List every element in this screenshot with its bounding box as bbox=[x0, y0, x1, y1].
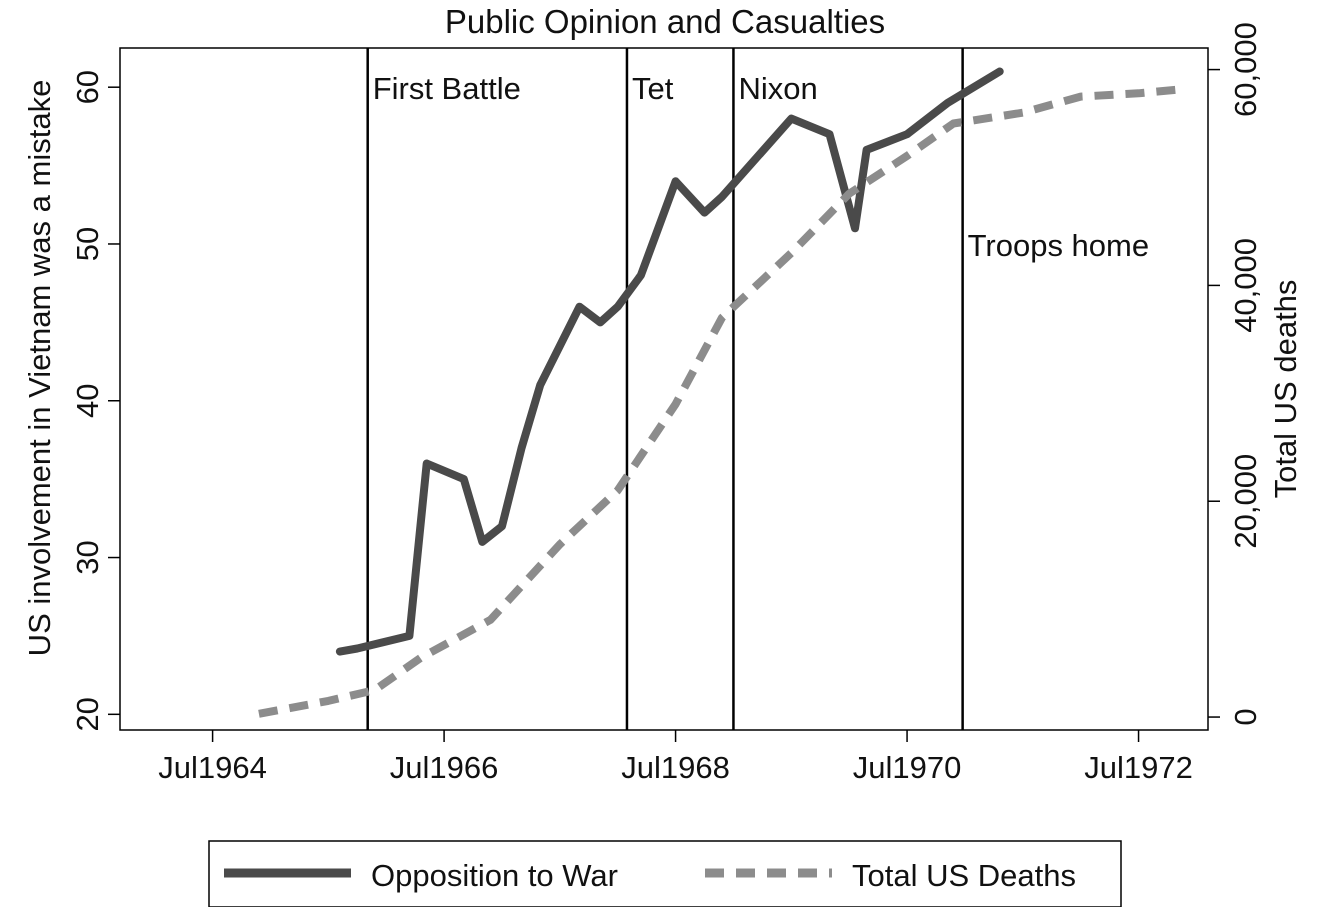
event-lines: First Battle Tet Nixon Troops home bbox=[366, 48, 1150, 730]
y-left-tick-label: 60 bbox=[70, 70, 105, 104]
x-tick-label: Jul1970 bbox=[853, 750, 962, 785]
y-left-tick-label: 40 bbox=[70, 384, 105, 418]
y-axis-left-label: US involvement in Vietnam was a mistake bbox=[22, 80, 57, 657]
event-label: First Battle bbox=[373, 71, 521, 106]
legend-box bbox=[208, 840, 1122, 907]
y-right-tick-label: 60,000 bbox=[1228, 22, 1263, 117]
x-tick-label: Jul1966 bbox=[390, 750, 499, 785]
y-axis-right-label: Total US deaths bbox=[1268, 280, 1303, 499]
chart-title: Public Opinion and Casualties bbox=[445, 3, 885, 40]
y-left-tick-label: 30 bbox=[70, 540, 105, 574]
legend: Opposition to War Total US Deaths bbox=[208, 840, 1122, 907]
event-label: Tet bbox=[632, 71, 674, 106]
legend-label-deaths: Total US Deaths bbox=[852, 858, 1076, 893]
y-right-tick-label: 40,000 bbox=[1228, 238, 1263, 333]
y-right-tick-label: 0 bbox=[1228, 708, 1263, 725]
y-axis-left: 20 30 40 50 60 bbox=[70, 70, 120, 732]
y-right-tick-label: 20,000 bbox=[1228, 454, 1263, 549]
x-tick-label: Jul1964 bbox=[158, 750, 267, 785]
y-axis-right: 0 20,000 40,000 60,000 bbox=[1208, 22, 1263, 726]
x-axis: Jul1964 Jul1966 Jul1968 Jul1970 Jul1972 bbox=[158, 730, 1193, 785]
event-label: Troops home bbox=[968, 228, 1150, 263]
series-lines bbox=[258, 67, 1186, 718]
y-left-tick-label: 20 bbox=[70, 697, 105, 731]
legend-label-opposition: Opposition to War bbox=[371, 858, 618, 893]
event-label: Nixon bbox=[738, 71, 817, 106]
series-opposition-to-war bbox=[335, 67, 1004, 656]
x-tick-label: Jul1968 bbox=[621, 750, 730, 785]
x-tick-label: Jul1972 bbox=[1084, 750, 1193, 785]
y-left-tick-label: 50 bbox=[70, 227, 105, 261]
series-total-us-deaths bbox=[258, 85, 1186, 718]
plot-area bbox=[119, 47, 1209, 731]
